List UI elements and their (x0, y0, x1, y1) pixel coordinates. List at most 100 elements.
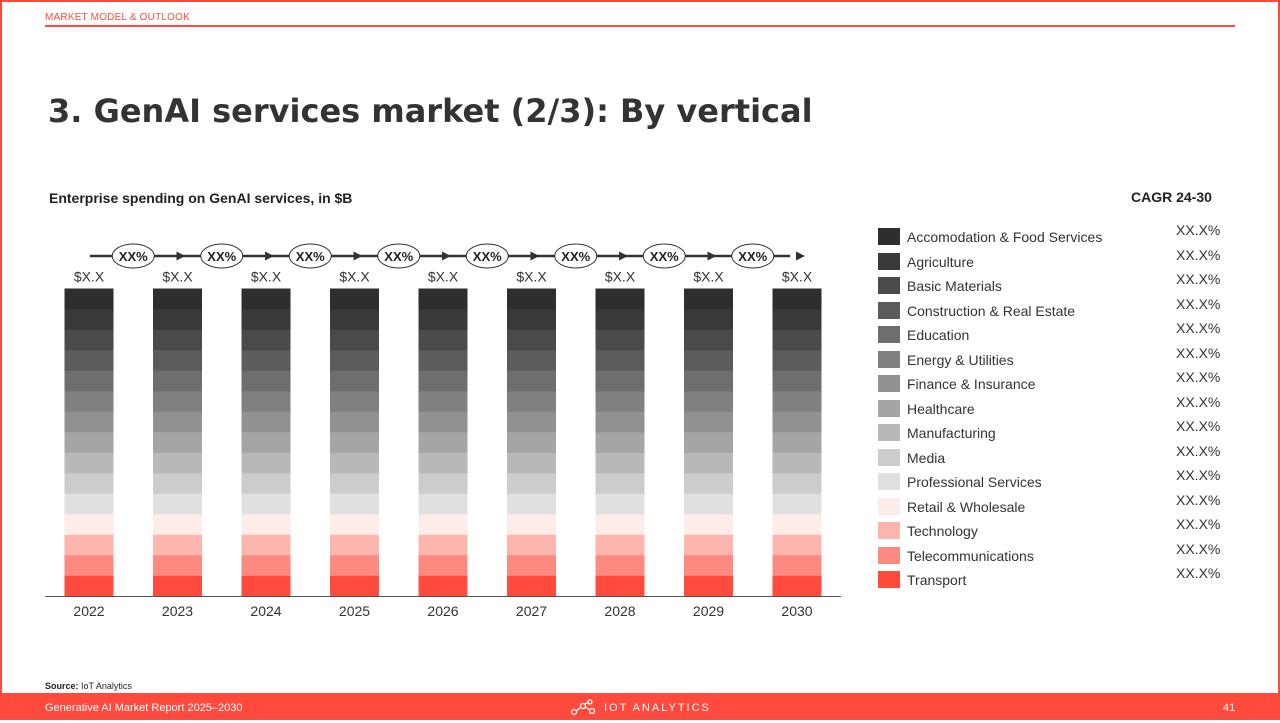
bar-segment (507, 391, 556, 412)
growth-arrowhead (353, 251, 363, 261)
bar-segment (330, 514, 379, 535)
bar-segment (684, 473, 733, 494)
bar-segment (507, 452, 556, 474)
cagr-value: XX.X% (1176, 467, 1221, 483)
growth-label: XX% (473, 249, 502, 264)
bar-segment (684, 288, 733, 310)
bar-segment (507, 329, 556, 351)
bar-segment (595, 514, 645, 535)
x-tick-label: 2029 (693, 603, 724, 619)
bar-segment (595, 452, 645, 474)
legend-swatch (878, 424, 900, 441)
bar-segment (772, 432, 822, 453)
legend-label: Professional Services (907, 474, 1042, 490)
page-number: 41 (1223, 702, 1236, 714)
legend-label: Energy & Utilities (907, 351, 1014, 368)
bar-segment (418, 575, 468, 597)
bar-segment (241, 534, 291, 556)
growth-bubble (465, 243, 509, 269)
bar-segment (418, 309, 468, 330)
bar-segment (507, 493, 556, 515)
bar-segment (507, 473, 556, 494)
bar-segment (684, 411, 733, 433)
bar-segment (772, 514, 822, 535)
cagr-value: XX.X% (1176, 565, 1221, 581)
bar-segment (241, 452, 291, 474)
bar-total-label: $X.X (516, 269, 547, 285)
bar-segment (595, 575, 645, 597)
legend-label: Basic Materials (907, 278, 1002, 294)
legend-item: Transport XX.X% (878, 565, 1228, 590)
bar-segment (241, 555, 291, 576)
footer-bar: Generative AI Market Report 2025–2030 IO… (0, 693, 1280, 720)
bar-segment (772, 473, 822, 494)
bar-segment (64, 575, 114, 597)
bar-segment (418, 514, 468, 535)
bar-segment (684, 350, 733, 371)
legend-item: Manufacturing XX.X% (878, 418, 1228, 443)
cagr-value: XX.X% (1176, 320, 1221, 336)
cagr-value: XX.X% (1176, 369, 1221, 385)
bar-segment (64, 288, 114, 310)
x-tick-label: 2023 (162, 603, 193, 619)
bar-segment (684, 555, 733, 576)
bar-segment (418, 391, 468, 412)
bar-segment (595, 309, 645, 330)
page-title: 3. GenAI services market (2/3): By verti… (48, 92, 813, 130)
bar-segment (153, 329, 202, 351)
source-label: Source: (45, 681, 79, 691)
growth-bubble (554, 243, 598, 269)
bar-total-label: $X.X (693, 269, 724, 285)
bar-segment (418, 493, 468, 515)
bar-segment (153, 411, 202, 433)
cagr-value: XX.X% (1176, 418, 1221, 434)
legend-label: Telecommunications (907, 547, 1034, 564)
bar-segment (684, 329, 733, 351)
bar-segment (507, 555, 556, 576)
bar-segment (64, 411, 114, 433)
bar-segment (241, 350, 291, 371)
legend-swatch (878, 277, 900, 294)
brand-name: IOT ANALYTICS (604, 702, 711, 714)
bar-segment (595, 350, 645, 371)
cagr-value: XX.X% (1176, 295, 1221, 312)
legend-swatch (878, 571, 900, 588)
bar-segment (507, 575, 556, 597)
x-tick-label: 2026 (427, 603, 458, 619)
bar-segment (418, 534, 468, 556)
legend-swatch (878, 350, 900, 368)
bar-segment (418, 555, 468, 576)
growth-arrowhead (265, 251, 274, 261)
bar-segment (64, 555, 114, 576)
bar-segment (330, 350, 379, 371)
cagr-value: XX.X% (1176, 271, 1221, 287)
legend-swatch (878, 497, 900, 515)
bar-segment (153, 288, 202, 310)
legend-item: Finance & Insurance XX.X% (878, 369, 1228, 394)
bar-segment (595, 534, 645, 556)
legend-swatch (878, 448, 900, 466)
growth-bubble (288, 243, 332, 269)
bar-segment (330, 555, 379, 576)
growth-arrowhead (176, 251, 186, 261)
bar-segment (330, 575, 379, 597)
legend-item: Energy & Utilities XX.X% (878, 345, 1228, 370)
bar-segment (595, 493, 645, 515)
growth-bubble (200, 243, 244, 269)
bar-segment (684, 391, 733, 412)
bar-total-label: $X.X (605, 269, 636, 285)
legend-swatch (878, 228, 900, 245)
x-tick-label: 2027 (516, 603, 547, 619)
growth-arrowhead (530, 251, 540, 261)
bar-segment (595, 391, 645, 412)
legend-label: Education (907, 327, 970, 343)
bar-segment (64, 370, 114, 392)
brand-network-icon (570, 699, 596, 716)
legend-label: Retail & Wholesale (907, 498, 1026, 515)
growth-label: XX% (650, 249, 679, 264)
bar-segment (153, 452, 202, 474)
bar-segment (241, 473, 291, 494)
bar-segment (595, 329, 645, 351)
legend-label: Finance & Insurance (907, 376, 1036, 392)
bar-total-label: $X.X (74, 269, 105, 285)
